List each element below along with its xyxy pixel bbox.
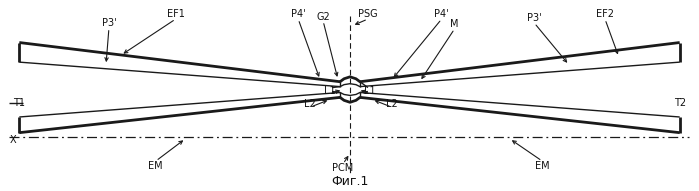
Text: M: M — [450, 19, 459, 29]
Text: PCM: PCM — [333, 163, 354, 173]
Text: EF1: EF1 — [167, 9, 185, 19]
Text: P4': P4' — [434, 9, 449, 19]
Text: G2: G2 — [316, 12, 330, 22]
Text: T1: T1 — [13, 98, 25, 108]
Text: L2: L2 — [304, 99, 316, 109]
Text: PSG: PSG — [358, 9, 377, 19]
Text: X: X — [9, 135, 16, 146]
Text: L1: L1 — [324, 86, 336, 96]
Text: EM: EM — [535, 161, 549, 171]
Text: EF2: EF2 — [596, 9, 614, 19]
Text: L2: L2 — [386, 99, 398, 109]
Text: EM: EM — [148, 161, 163, 171]
Text: Фиг.1: Фиг.1 — [331, 175, 368, 188]
Text: P3': P3' — [101, 18, 116, 28]
Text: L1: L1 — [364, 86, 376, 96]
Text: P4': P4' — [291, 9, 305, 19]
Text: P3': P3' — [527, 13, 542, 23]
Text: T2: T2 — [675, 98, 686, 108]
